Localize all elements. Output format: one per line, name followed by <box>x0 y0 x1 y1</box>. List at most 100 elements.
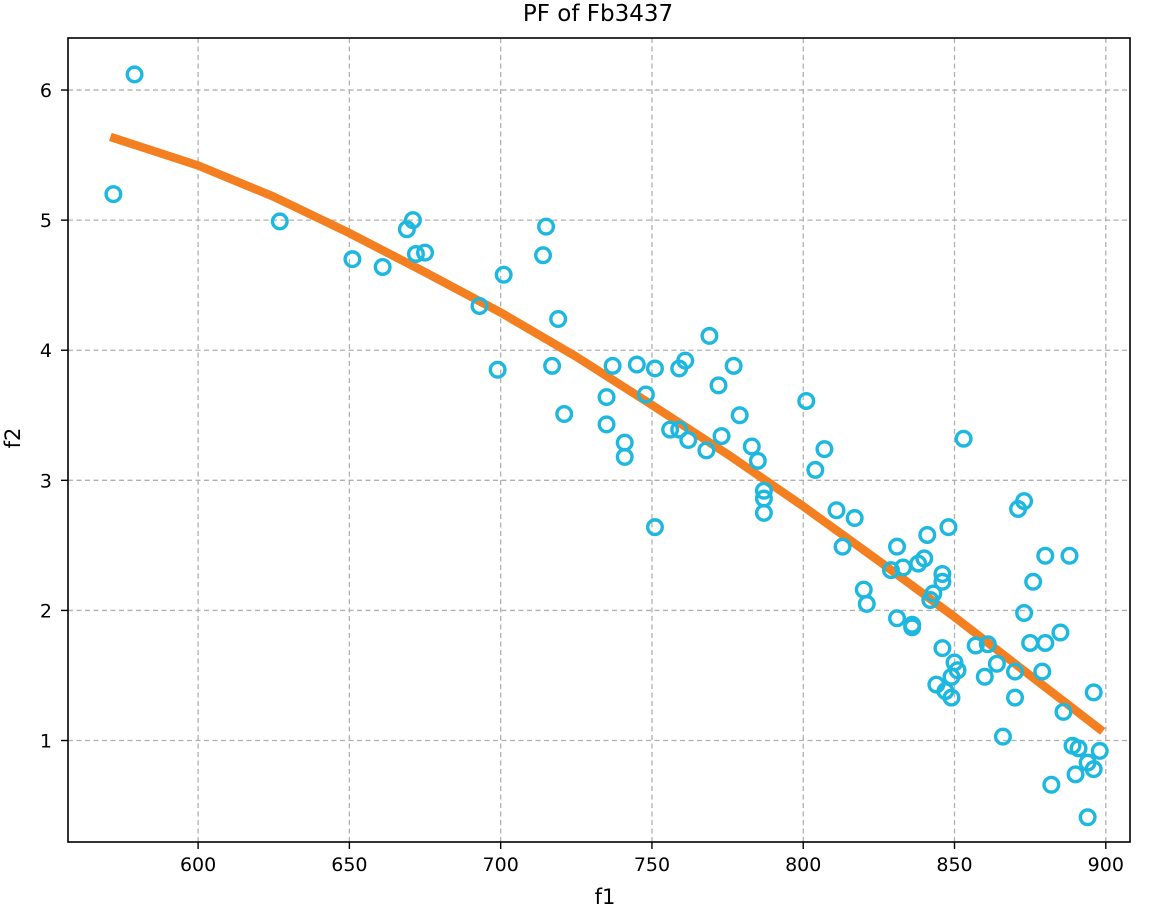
fit-curve-layer <box>109 132 1106 735</box>
grid-lines <box>68 38 1130 842</box>
data-point <box>1051 623 1070 642</box>
data-point <box>1054 702 1073 721</box>
data-point <box>1033 662 1052 681</box>
data-point <box>597 415 616 434</box>
data-point <box>948 661 967 680</box>
data-point <box>888 537 907 556</box>
data-point <box>815 440 834 459</box>
data-point <box>534 246 553 265</box>
data-point <box>373 257 392 276</box>
data-point <box>1078 808 1097 827</box>
data-point <box>724 356 743 375</box>
data-point <box>827 501 846 520</box>
y-tick-label: 5 <box>40 210 52 232</box>
x-tick-label: 750 <box>634 854 670 876</box>
data-point <box>1084 683 1103 702</box>
data-point <box>975 667 994 686</box>
data-point <box>676 351 695 370</box>
data-point <box>549 310 568 329</box>
data-point <box>854 580 873 599</box>
data-point <box>933 639 952 658</box>
data-point <box>709 376 728 395</box>
data-point <box>555 404 574 423</box>
data-point <box>730 406 749 425</box>
data-point <box>1066 765 1085 784</box>
data-point <box>645 518 664 537</box>
data-point <box>903 615 922 634</box>
data-point <box>933 565 952 584</box>
x-tick-label: 800 <box>785 854 821 876</box>
data-point <box>700 326 719 345</box>
data-point <box>470 297 489 316</box>
data-point <box>881 561 900 580</box>
data-point <box>697 441 716 460</box>
data-point <box>1060 546 1079 565</box>
data-point <box>403 211 422 230</box>
y-tick-label: 3 <box>40 470 52 492</box>
data-point <box>978 635 997 654</box>
scatter-points <box>104 65 1109 827</box>
data-point <box>125 65 144 84</box>
data-point <box>966 636 985 655</box>
data-point <box>754 481 773 500</box>
data-point <box>1069 739 1088 758</box>
data-point <box>987 654 1006 673</box>
data-point <box>494 265 513 284</box>
data-point <box>797 391 816 410</box>
data-point <box>754 503 773 522</box>
data-point <box>603 356 622 375</box>
data-point <box>1015 492 1034 511</box>
y-axis-label: f2 <box>1 428 25 449</box>
x-tick-label: 850 <box>936 854 972 876</box>
data-point <box>833 537 852 556</box>
x-tick-label: 650 <box>331 854 367 876</box>
data-point <box>270 212 289 231</box>
data-point <box>933 572 952 591</box>
data-point <box>1084 760 1103 779</box>
data-point <box>645 359 664 378</box>
data-point <box>627 355 646 374</box>
plot-frame <box>67 37 1131 843</box>
x-tick-label: 900 <box>1088 854 1124 876</box>
data-point <box>615 447 634 466</box>
data-point <box>954 429 973 448</box>
data-point <box>1036 546 1055 565</box>
data-point <box>406 244 425 263</box>
data-point <box>1006 688 1025 707</box>
data-point <box>942 688 961 707</box>
data-point <box>845 509 864 528</box>
data-point <box>597 388 616 407</box>
x-axis-label: f1 <box>595 885 616 909</box>
data-point <box>1042 775 1061 794</box>
data-point <box>488 360 507 379</box>
data-point <box>1021 633 1040 652</box>
data-point <box>742 437 761 456</box>
x-tick-label: 700 <box>483 854 519 876</box>
data-point <box>1036 633 1055 652</box>
data-point <box>543 356 562 375</box>
data-point <box>416 243 435 262</box>
y-axis-ticks: 1 2 3 4 5 6 <box>40 80 68 753</box>
data-point <box>661 420 680 439</box>
y-tick-label: 6 <box>40 80 52 102</box>
data-point <box>748 451 767 470</box>
data-point <box>924 584 943 603</box>
y-tick-label: 2 <box>40 600 52 622</box>
data-point <box>993 727 1012 746</box>
data-point <box>939 518 958 537</box>
data-point <box>679 431 698 450</box>
data-point <box>670 420 689 439</box>
data-point <box>712 427 731 446</box>
data-point <box>915 549 934 568</box>
data-point <box>537 217 556 236</box>
data-point <box>636 385 655 404</box>
data-point <box>1090 741 1109 760</box>
data-point <box>918 525 937 544</box>
data-point <box>857 594 876 613</box>
chart-title: PF of Fb3437 <box>523 1 673 27</box>
data-point <box>1015 604 1034 623</box>
data-point <box>1006 662 1025 681</box>
data-point <box>343 250 362 269</box>
x-axis-ticks: 600 650 700 750 800 850 900 <box>180 842 1124 876</box>
